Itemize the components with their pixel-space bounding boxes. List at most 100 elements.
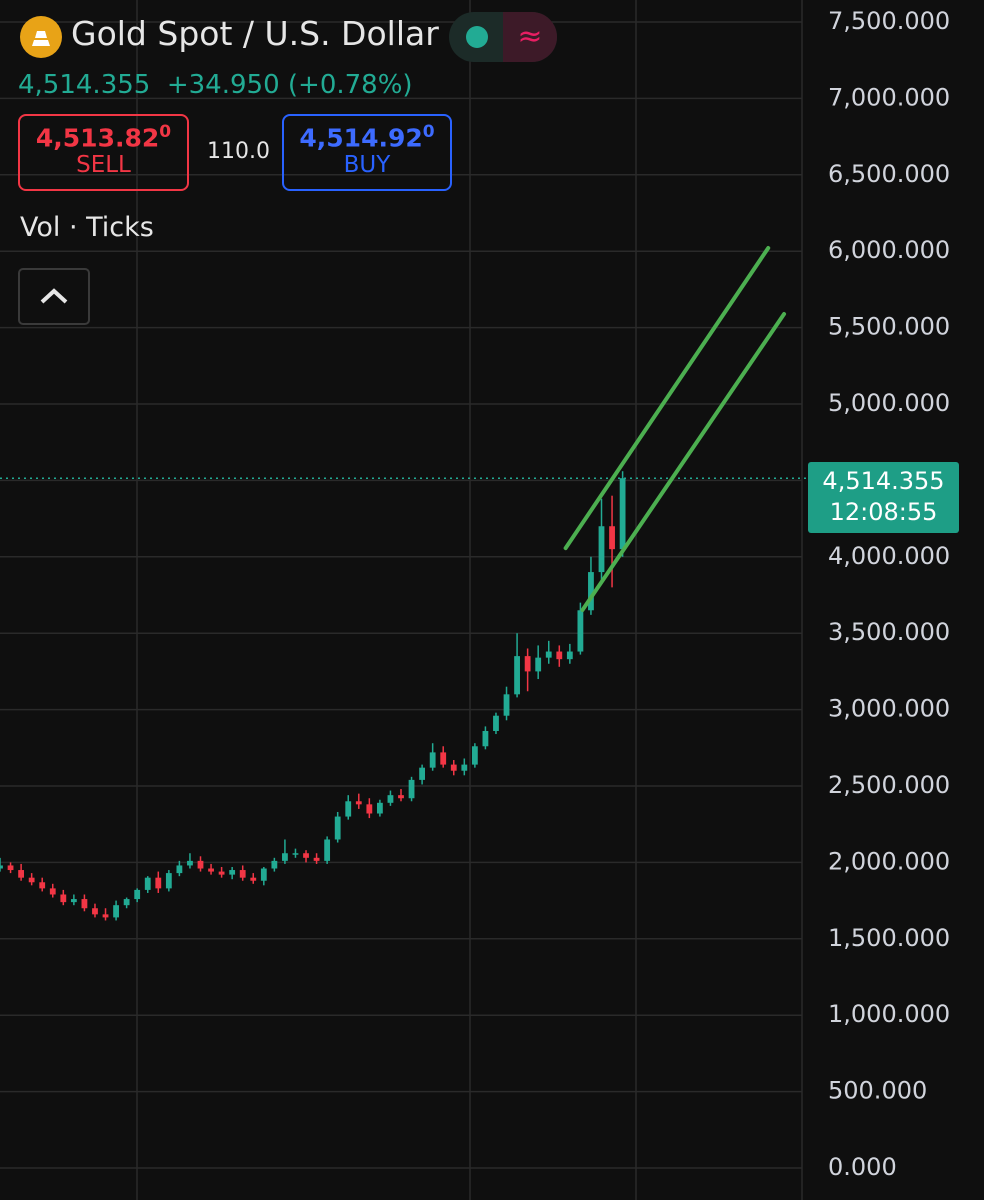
buy-price: 4,514.92	[299, 123, 423, 153]
candle-body	[292, 853, 299, 855]
buy-label: BUY	[343, 152, 391, 179]
candle-body	[102, 914, 109, 918]
change-pct: (+0.78%)	[287, 70, 413, 100]
candle-body	[144, 877, 151, 890]
y-tick-label: 1,500.000	[828, 924, 950, 952]
last-price-tag: 4,514.355 12:08:55	[808, 462, 959, 533]
candle-body	[218, 871, 225, 875]
y-tick-label: 6,500.000	[828, 160, 950, 188]
candle-body	[566, 651, 573, 660]
symbol-title[interactable]: Gold Spot / U.S. Dollar	[71, 14, 439, 53]
market-open-dot	[466, 26, 488, 48]
price: 4,514.355	[18, 70, 151, 100]
candle-body	[387, 795, 394, 803]
collapse-button[interactable]	[18, 268, 90, 325]
candle-body	[556, 651, 563, 660]
candle-body	[92, 908, 98, 915]
buy-button[interactable]: 4,514.920 BUY	[282, 114, 452, 191]
candle-body	[303, 853, 309, 858]
candle-body	[598, 526, 605, 573]
candle-body	[376, 802, 383, 814]
candle-body	[123, 899, 130, 906]
y-tick-label: 2,500.000	[828, 771, 950, 799]
sell-sup: 0	[159, 122, 172, 142]
candle-body	[7, 865, 14, 871]
candle-body	[81, 899, 88, 909]
candle-body	[429, 752, 436, 768]
candle-body	[155, 877, 162, 889]
trend-line	[580, 312, 787, 612]
candle-body	[60, 894, 67, 903]
candle-body	[619, 478, 626, 550]
spread: 110.0	[207, 139, 270, 164]
candle-body	[18, 870, 25, 878]
y-tick-label: 0.000	[828, 1153, 897, 1181]
y-tick-label: 1,000.000	[828, 1000, 950, 1028]
candle-body	[334, 816, 341, 840]
candle-body	[419, 767, 426, 780]
price-line: 4,514.355 +34.950 (+0.78%)	[18, 70, 413, 100]
candle-body	[577, 610, 584, 652]
y-tick-label: 6,000.000	[828, 236, 950, 264]
y-tick-label: 7,000.000	[828, 83, 950, 111]
y-tick-label: 500.000	[828, 1077, 927, 1105]
chevron-up	[40, 288, 68, 304]
candle-body	[461, 764, 468, 771]
candle-body	[482, 730, 489, 747]
trend-line	[563, 245, 771, 551]
y-tick-label: 3,500.000	[828, 618, 950, 646]
candle-body	[514, 656, 520, 695]
y-tick-label: 4,000.000	[828, 542, 950, 570]
candle-body	[39, 882, 46, 889]
candle-body	[113, 905, 119, 918]
candle-body	[450, 764, 457, 771]
candle-body	[197, 860, 204, 869]
candle-body	[503, 694, 510, 716]
candle-body	[0, 865, 3, 869]
candle-body	[49, 888, 56, 895]
candle-body	[176, 865, 183, 874]
candle-body	[545, 651, 552, 658]
candle-body	[609, 526, 615, 550]
gold-icon	[20, 16, 62, 58]
candle-body	[535, 657, 542, 672]
candle-body	[440, 752, 447, 765]
vertical-grid	[136, 0, 803, 1200]
candle-body	[398, 795, 404, 799]
candle-body	[324, 839, 331, 861]
approx-icon: ≈	[503, 12, 557, 62]
icon-glyph	[32, 31, 50, 46]
candle-body	[187, 860, 193, 866]
candle-body	[282, 853, 288, 861]
candle-body	[524, 656, 531, 672]
candle-body	[355, 801, 362, 805]
candle-body	[408, 779, 415, 799]
status-pill[interactable]: ≈	[449, 12, 557, 62]
candle-body	[471, 746, 478, 765]
candle-body	[345, 801, 352, 817]
sell-price: 4,513.82	[35, 123, 160, 153]
candle-body	[28, 877, 35, 883]
candle-body	[239, 870, 246, 878]
last-price-label: 4,514.355	[822, 467, 945, 495]
candle-body	[165, 873, 172, 889]
candle-body	[229, 870, 236, 875]
y-tick-label: 5,000.000	[828, 389, 950, 417]
candle-body	[588, 572, 594, 611]
buy-sup: 0	[422, 122, 435, 142]
candle-body	[313, 857, 320, 861]
candle-body	[271, 860, 278, 869]
indicator-label[interactable]: Vol · Ticks	[20, 212, 154, 243]
y-tick-label: 7,500.000	[828, 7, 950, 35]
candle-body	[208, 868, 214, 872]
candle-body	[260, 868, 267, 881]
y-tick-label: 3,000.000	[828, 695, 950, 723]
change: +34.950	[166, 70, 280, 100]
sell-label: SELL	[76, 152, 131, 179]
candle-body	[250, 877, 257, 881]
candle-body	[366, 804, 373, 814]
sell-button[interactable]: 4,513.820 SELL	[18, 114, 189, 191]
y-tick-label: 2,000.000	[828, 847, 950, 875]
